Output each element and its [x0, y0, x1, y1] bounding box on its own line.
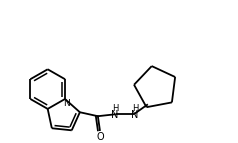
Text: O: O — [96, 132, 104, 142]
Text: N: N — [64, 99, 70, 108]
Text: H: H — [112, 104, 118, 113]
Text: N: N — [111, 110, 119, 120]
Text: N: N — [131, 110, 139, 120]
Text: H: H — [132, 104, 138, 113]
